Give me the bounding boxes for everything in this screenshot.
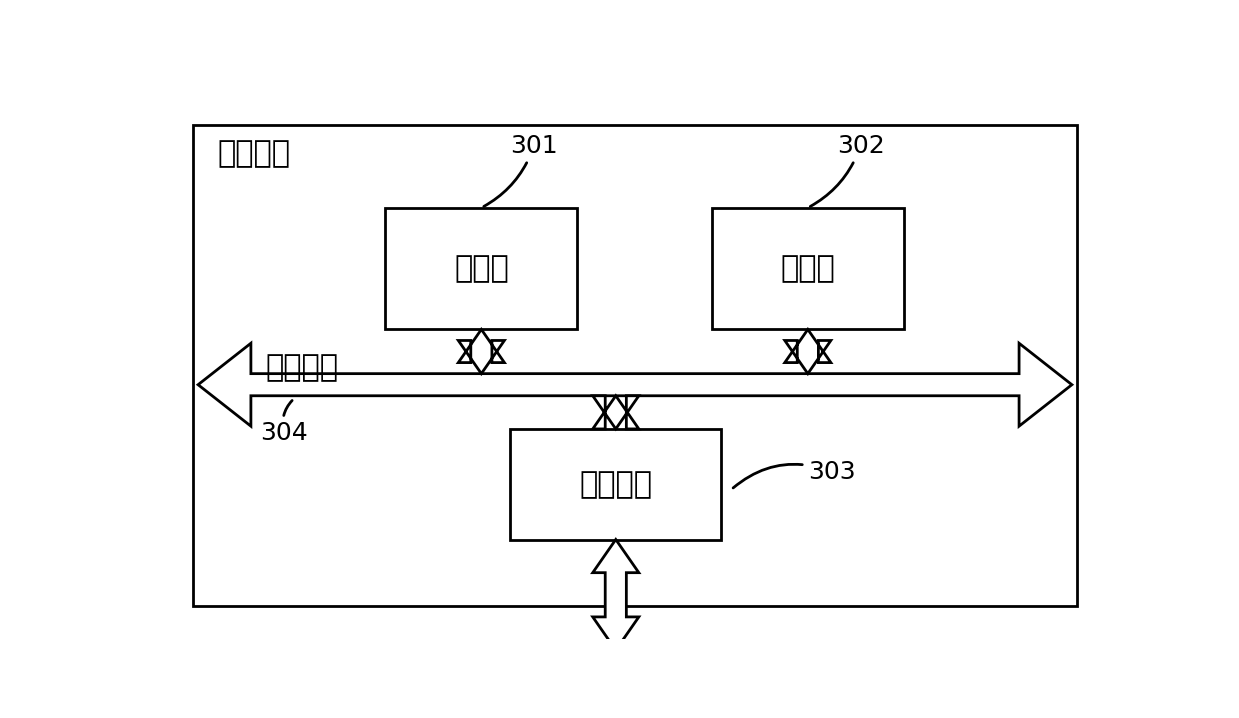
Polygon shape	[198, 343, 1072, 426]
Bar	[510, 429, 721, 539]
Text: 通信接口: 通信接口	[580, 470, 652, 499]
Bar	[711, 208, 904, 330]
Polygon shape	[784, 330, 831, 373]
Text: 301: 301	[483, 134, 558, 207]
Bar	[193, 125, 1077, 606]
Polygon shape	[458, 330, 504, 373]
Polygon shape	[592, 396, 639, 429]
Text: 302: 302	[810, 134, 885, 207]
Polygon shape	[592, 539, 639, 650]
Text: 303: 303	[733, 460, 855, 488]
Text: 304: 304	[260, 401, 309, 445]
Bar	[385, 208, 577, 330]
Text: 通信总线: 通信总线	[265, 353, 338, 382]
Text: 电子设备: 电子设备	[217, 139, 290, 168]
Text: 处理器: 处理器	[453, 254, 509, 283]
Text: 存储器: 存储器	[781, 254, 835, 283]
